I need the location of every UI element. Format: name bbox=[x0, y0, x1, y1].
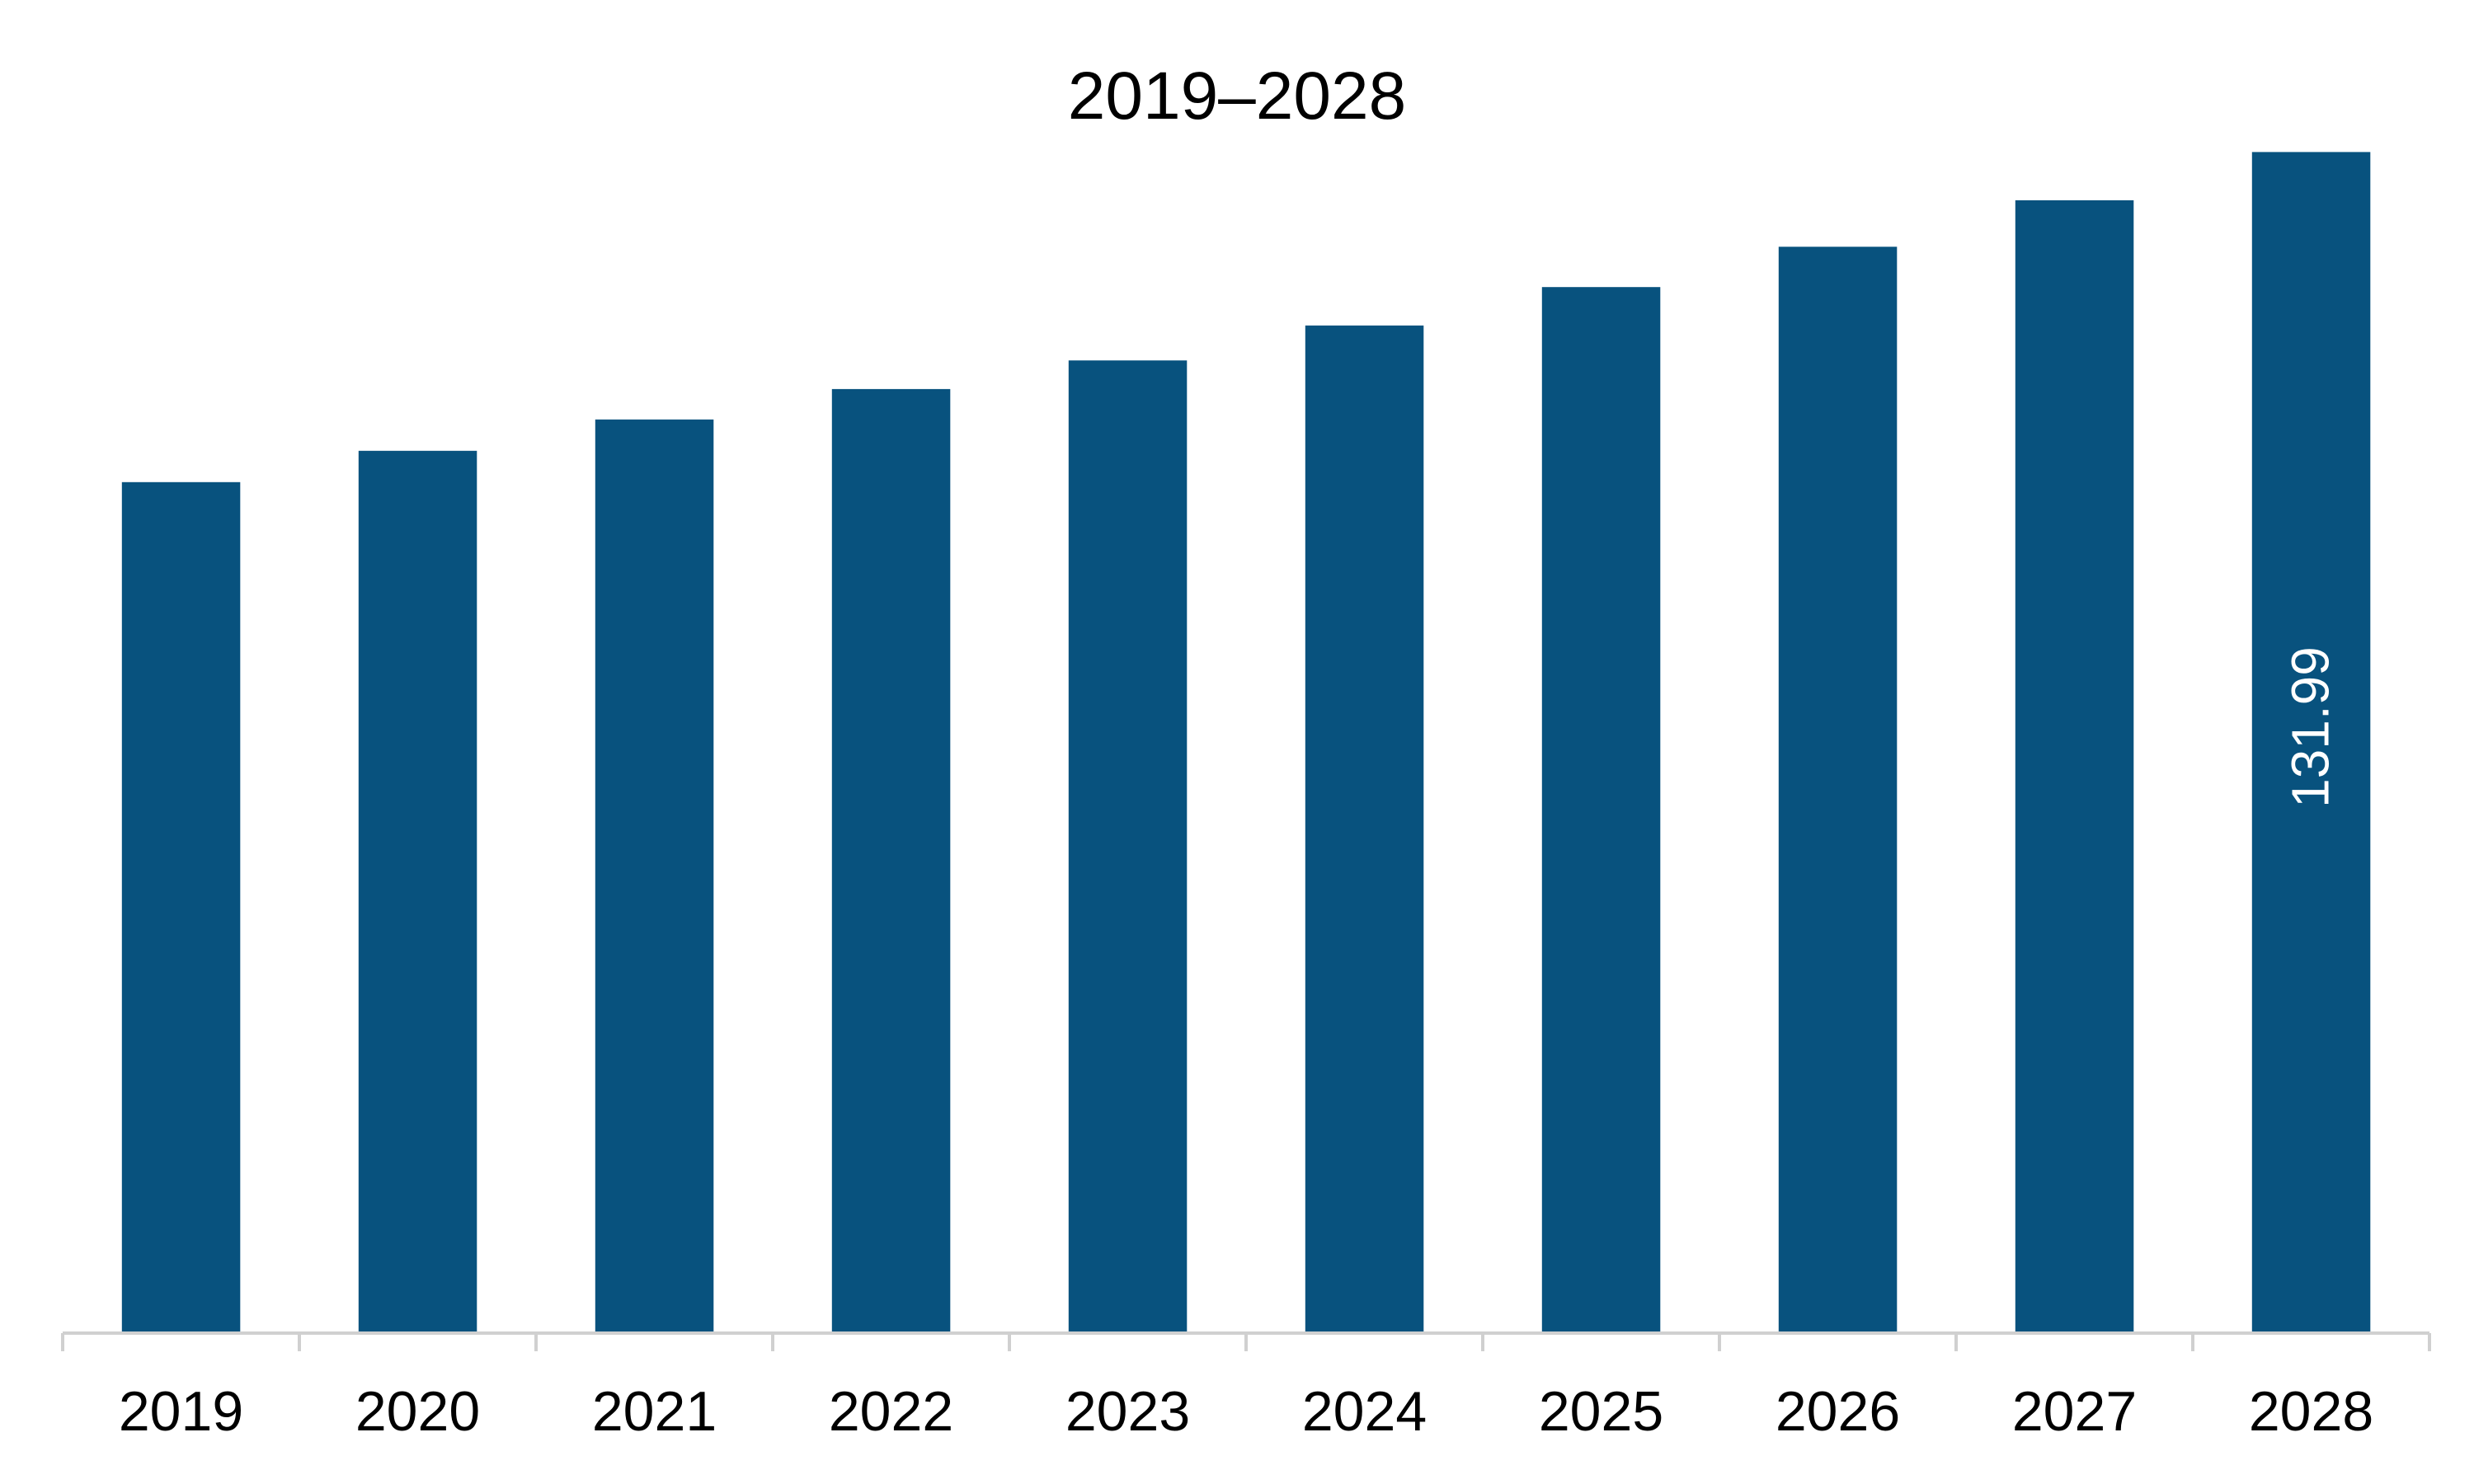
x-tick-label-2021: 2021 bbox=[592, 1380, 717, 1443]
bar-2023 bbox=[1068, 360, 1188, 1334]
bar-2027 bbox=[2015, 200, 2134, 1333]
bar-2024 bbox=[1305, 325, 1424, 1333]
x-tick-label-2026: 2026 bbox=[1776, 1380, 1900, 1443]
data-label-2028: 131.99 bbox=[2280, 646, 2340, 808]
x-tick-label-2023: 2023 bbox=[1065, 1380, 1190, 1443]
bar-2025 bbox=[1541, 287, 1661, 1334]
x-tick-label-2025: 2025 bbox=[1539, 1380, 1663, 1443]
x-tick-label-2024: 2024 bbox=[1302, 1380, 1427, 1443]
bar-2019 bbox=[121, 481, 241, 1333]
x-tick-label-2028: 2028 bbox=[2249, 1380, 2373, 1443]
x-tick-label-2020: 2020 bbox=[355, 1380, 480, 1443]
bar-2028 bbox=[2251, 152, 2371, 1333]
bar-2020 bbox=[358, 450, 477, 1333]
chart-title: 2019–2028 bbox=[1067, 59, 1407, 134]
x-tick-label-2019: 2019 bbox=[119, 1380, 243, 1443]
x-tick-label-2027: 2027 bbox=[2012, 1380, 2137, 1443]
bar-2026 bbox=[1778, 247, 1898, 1333]
bar-2022 bbox=[831, 388, 951, 1333]
x-tick-label-2022: 2022 bbox=[829, 1380, 953, 1443]
bar-2021 bbox=[595, 419, 714, 1333]
